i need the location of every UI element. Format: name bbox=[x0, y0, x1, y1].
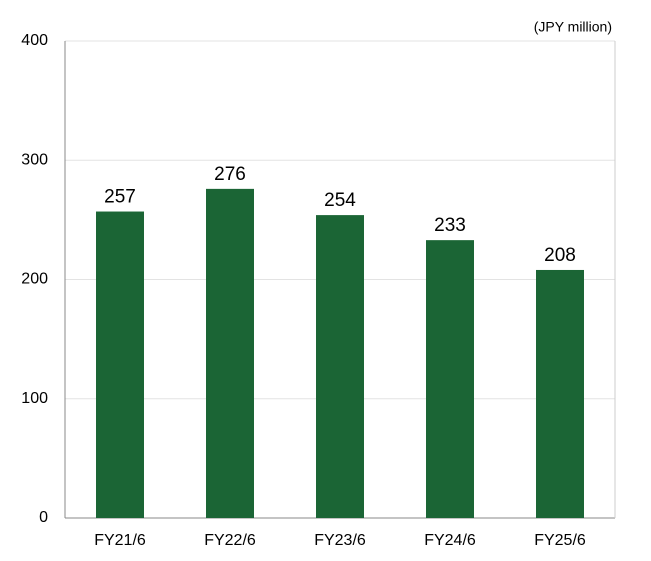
bar bbox=[316, 215, 364, 519]
x-tick-label: FY24/6 bbox=[424, 532, 476, 549]
x-tick-label: FY23/6 bbox=[314, 532, 366, 549]
y-tick-label: 400 bbox=[21, 32, 48, 49]
unit-label: (JPY million) bbox=[534, 19, 612, 35]
y-tick-label: 100 bbox=[21, 390, 48, 407]
bar bbox=[206, 188, 254, 518]
bar bbox=[96, 211, 144, 518]
y-tick-label: 300 bbox=[21, 151, 48, 168]
value-label: 233 bbox=[434, 215, 466, 236]
y-tick-label: 200 bbox=[21, 271, 48, 288]
bar bbox=[426, 240, 474, 518]
value-label: 254 bbox=[324, 190, 356, 211]
x-tick-label: FY22/6 bbox=[204, 532, 256, 549]
value-label: 257 bbox=[104, 187, 136, 208]
x-tick-label: FY25/6 bbox=[534, 532, 586, 549]
bar bbox=[536, 269, 584, 518]
x-tick-label: FY21/6 bbox=[94, 532, 146, 549]
value-label: 208 bbox=[544, 245, 576, 266]
value-label: 276 bbox=[214, 164, 246, 185]
y-tick-label: 0 bbox=[39, 509, 48, 526]
